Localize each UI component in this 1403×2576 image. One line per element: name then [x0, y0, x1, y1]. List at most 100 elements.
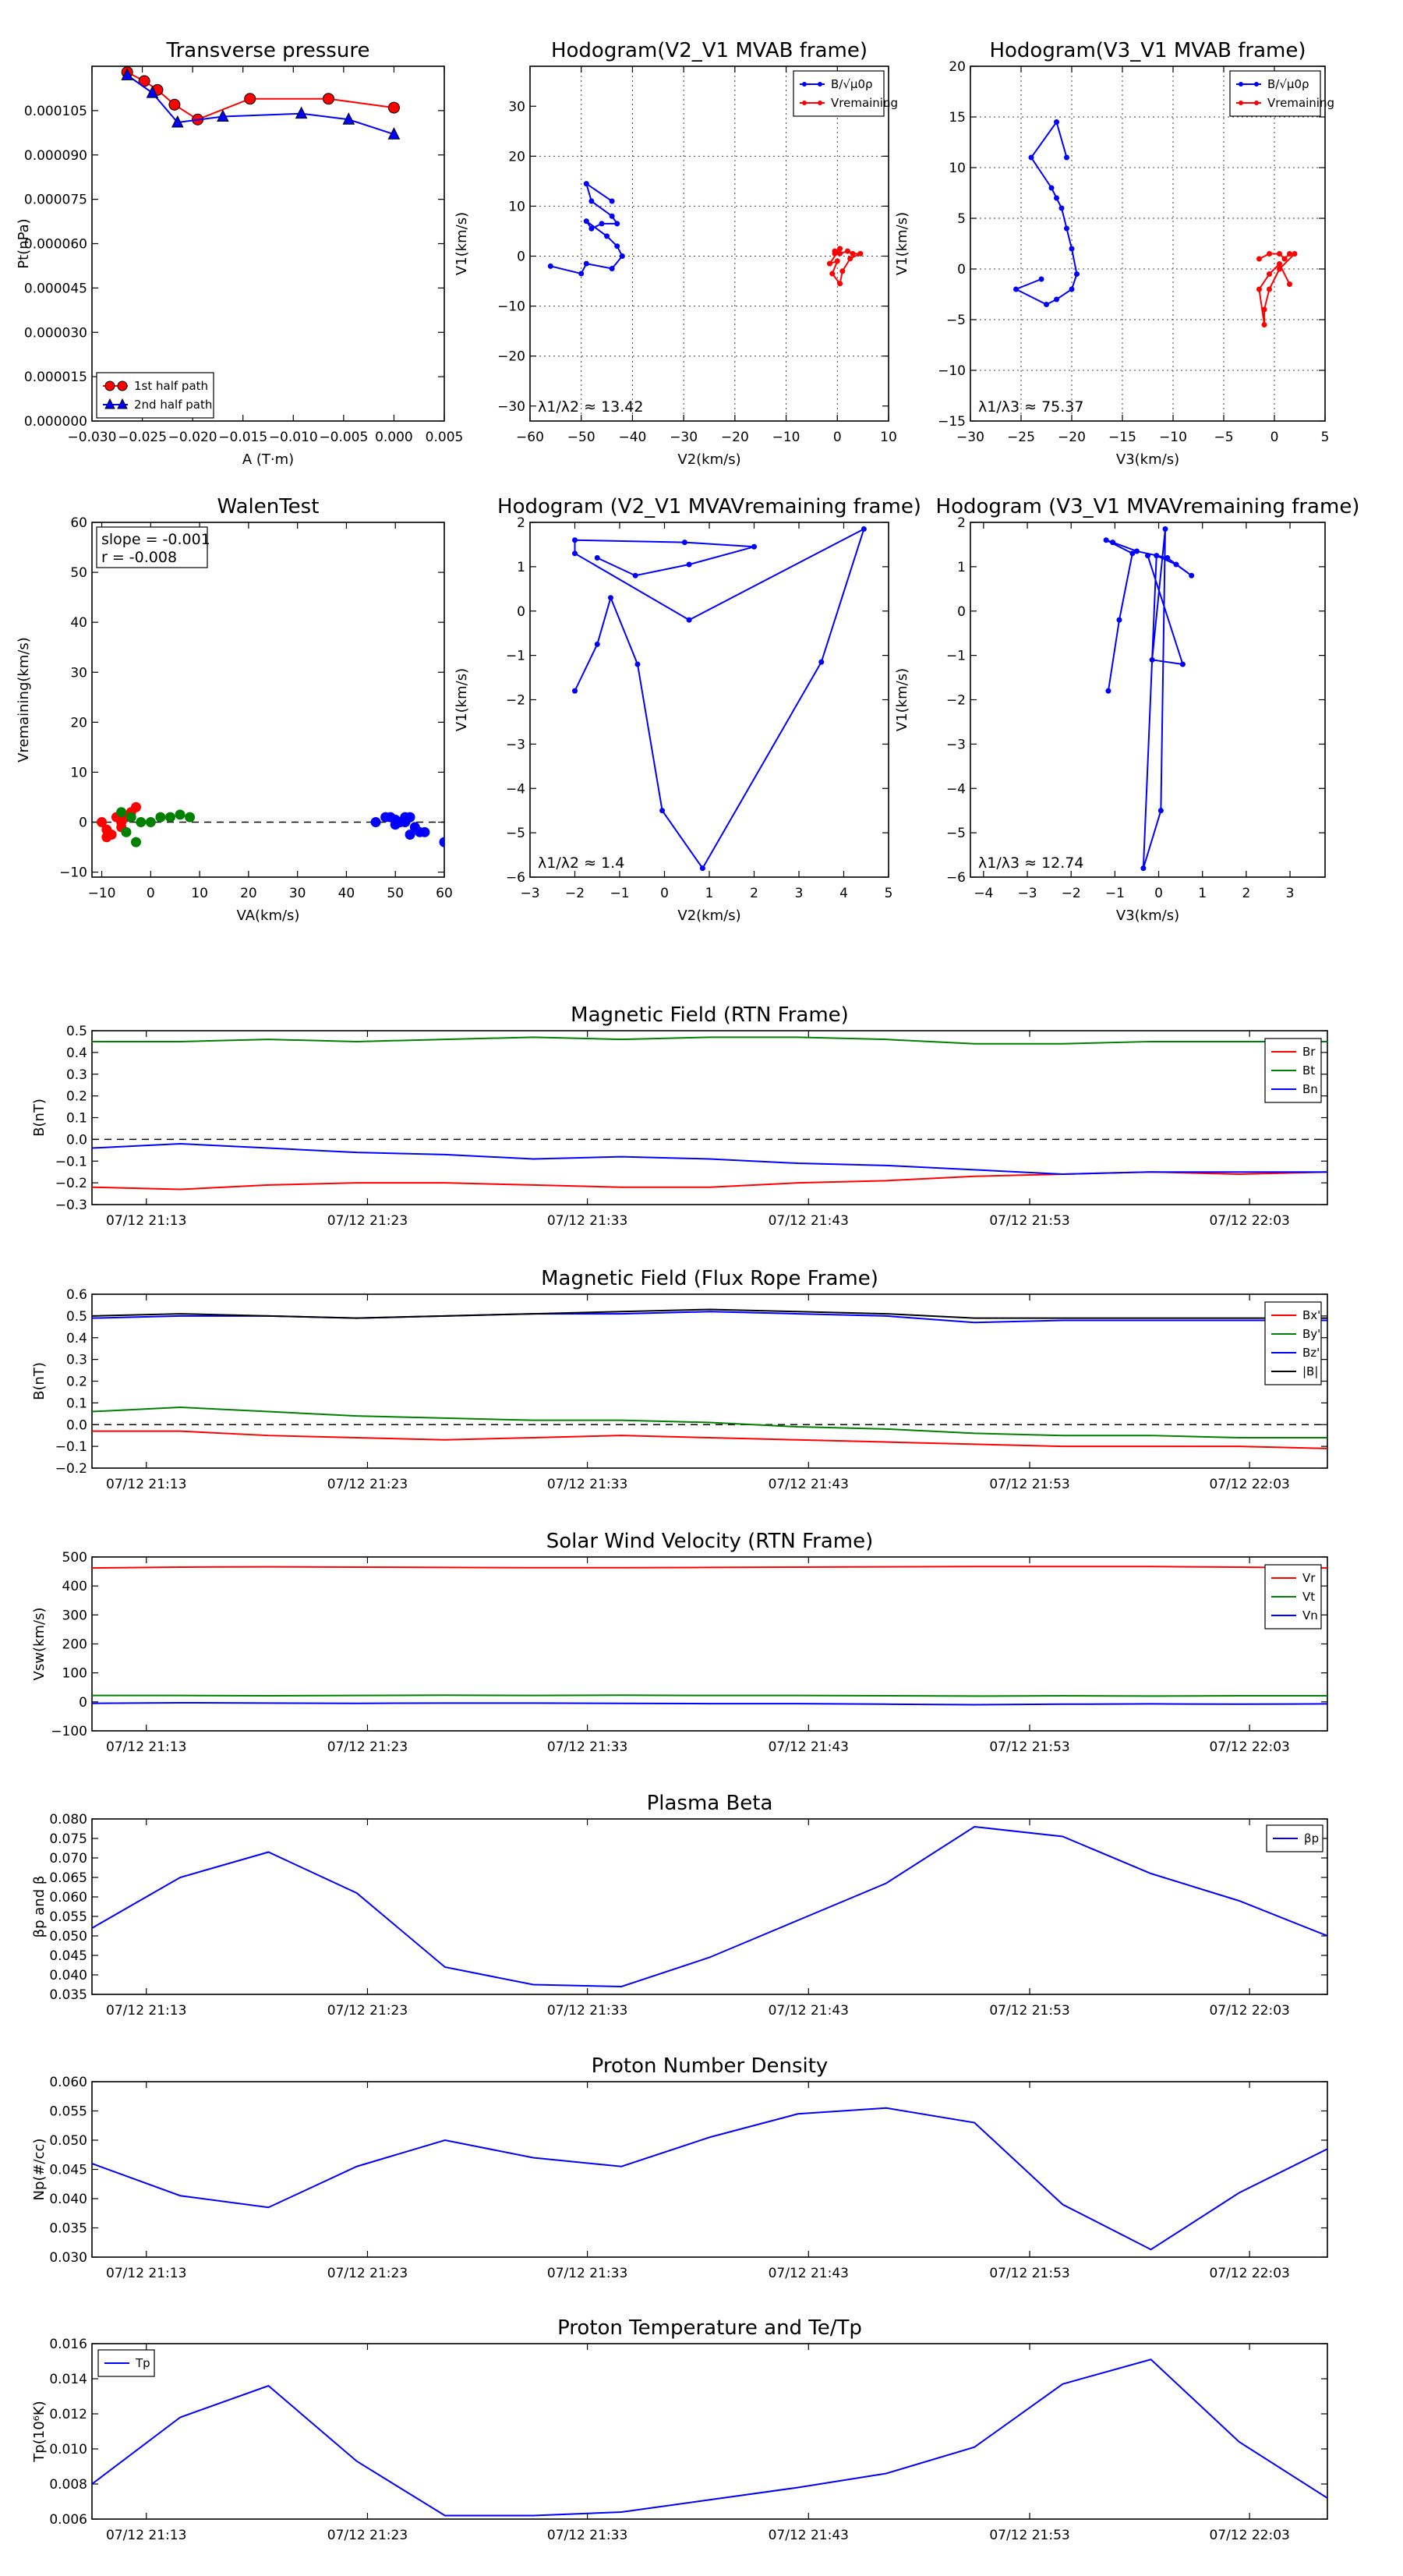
y-tick-label: 1: [957, 560, 966, 575]
legend-label: Tp: [135, 2356, 150, 2370]
x-tick-label: 3: [795, 886, 804, 901]
y-tick-label: 0.2: [66, 1089, 87, 1105]
y-tick-label: 0.012: [49, 2407, 87, 2422]
y-tick-label: 0.060: [49, 1890, 87, 1905]
x-tick-label: 2: [750, 886, 758, 901]
y-tick-label: 0.1: [66, 1396, 87, 1411]
x-tick-label: 5: [885, 886, 893, 901]
data-point: [583, 218, 589, 225]
data-point: [419, 826, 430, 837]
data-point: [1261, 306, 1267, 313]
y-tick-label: 0.040: [49, 1968, 87, 1983]
data-point: [322, 93, 334, 105]
x-tick-label: −3: [1017, 886, 1037, 901]
x-tick-label: 07/12 21:33: [547, 1739, 627, 1755]
x-tick-label: 07/12 21:33: [547, 1477, 627, 1492]
y-tick-label: 0.0: [66, 1417, 87, 1433]
x-tick-label: 07/12 21:33: [547, 2003, 627, 2019]
x-tick-label: 07/12 22:03: [1209, 2528, 1289, 2543]
x-tick-label: 07/12 22:03: [1209, 2003, 1289, 2019]
chart-title: Hodogram(V3_V1 MVAB frame): [989, 39, 1306, 62]
data-point: [818, 659, 825, 665]
data-point: [594, 641, 600, 647]
y-tick-label: −15: [938, 414, 966, 430]
data-point: [171, 115, 184, 128]
y-tick-label: −10: [938, 363, 966, 379]
plot-frame: [91, 1030, 1328, 1205]
plot-frame: [91, 1818, 1328, 1995]
legend-label: Bt: [1302, 1063, 1315, 1077]
data-point: [837, 246, 843, 252]
y-tick-label: 0.6: [66, 1287, 87, 1303]
legend-marker: [1239, 82, 1243, 87]
x-tick-label: 0: [147, 886, 155, 901]
y-axis-label: Vsw(km/s): [31, 1608, 48, 1681]
x-tick-label: −30: [670, 430, 698, 445]
legend-label: Vt: [1302, 1590, 1315, 1604]
y-tick-label: 0.000045: [24, 281, 87, 296]
x-tick-label: 07/12 21:43: [769, 1739, 849, 1755]
panel-proton_number_density: Proton Number Density 0.030 0.035 0.040 0.04…: [31, 2054, 1328, 2281]
y-tick-label: 0.1: [66, 1111, 87, 1127]
y-tick-label: 0.008: [49, 2477, 87, 2493]
data-point: [1256, 256, 1262, 262]
data-point: [834, 258, 840, 264]
data-point: [604, 233, 610, 239]
x-tick-label: 07/12 22:03: [1209, 1739, 1289, 1755]
x-tick-label: 07/12 22:03: [1209, 2266, 1289, 2281]
data-point: [1110, 540, 1116, 546]
legend-label: Vn: [1302, 1608, 1318, 1622]
plot-area: [92, 1036, 1327, 1191]
y-tick-label: 50: [70, 565, 87, 581]
x-tick-label: −10: [1159, 430, 1187, 445]
data-point: [1277, 261, 1282, 267]
data-point: [826, 260, 832, 267]
series-line: [126, 71, 394, 121]
y-tick-label: 40: [70, 615, 87, 631]
data-point: [572, 688, 578, 694]
data-point: [387, 127, 401, 140]
legend-label: Vr: [1302, 1571, 1316, 1585]
legend-label: Br: [1302, 1045, 1316, 1059]
y-axis-label: V1(km/s): [454, 212, 470, 275]
chart-title: Hodogram(V2_V1 MVAB frame): [551, 39, 868, 62]
data-point: [829, 271, 836, 277]
data-point: [861, 526, 867, 533]
y-tick-label: −6: [506, 870, 525, 886]
chart-title: Magnetic Field (RTN Frame): [571, 1003, 849, 1027]
plot-area: [547, 181, 864, 287]
x-tick-label: −20: [1058, 430, 1086, 445]
x-axis-label: V2(km/s): [677, 908, 740, 924]
x-tick-label: 0: [1270, 430, 1279, 445]
data-point: [588, 225, 595, 232]
y-tick-label: 20: [70, 715, 87, 731]
x-tick-label: 07/12 21:33: [547, 2266, 627, 2281]
x-tick-label: −0.020: [168, 430, 217, 445]
chart-title: Proton Number Density: [592, 2054, 829, 2078]
data-point: [751, 543, 757, 550]
data-point: [609, 213, 615, 219]
data-point: [614, 221, 620, 227]
x-tick-label: 07/12 21:13: [106, 2528, 186, 2543]
plot-frame: [91, 65, 445, 422]
x-tick-label: −60: [516, 430, 544, 445]
y-tick-label: 300: [62, 1608, 87, 1623]
data-point: [599, 221, 605, 227]
data-point: [1154, 553, 1160, 559]
chart-title: Hodogram (V3_V1 MVAVremaining frame): [936, 495, 1360, 518]
series-line: [92, 1430, 1327, 1449]
data-point: [614, 243, 620, 249]
data-point: [390, 819, 401, 830]
legend-label: Bn: [1302, 1082, 1318, 1096]
data-point: [405, 830, 415, 840]
plot-area: [92, 1825, 1327, 1988]
data-point: [295, 106, 308, 119]
y-tick-label: 10: [508, 199, 525, 214]
plot-frame: [529, 522, 889, 878]
x-tick-label: 07/12 21:23: [327, 1739, 408, 1755]
data-point: [547, 263, 553, 269]
x-tick-label: 07/12 21:53: [989, 1477, 1069, 1492]
data-point: [844, 248, 850, 254]
y-tick-label: −1: [946, 649, 966, 664]
plot-frame: [970, 65, 1326, 422]
